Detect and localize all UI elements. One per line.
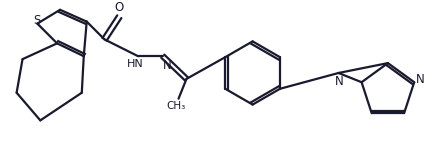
Text: N: N [163,59,172,72]
Text: N: N [416,73,425,86]
Text: HN: HN [127,59,143,69]
Text: CH₃: CH₃ [166,100,185,111]
Text: S: S [34,14,41,27]
Text: O: O [115,1,124,14]
Text: N: N [335,75,344,88]
